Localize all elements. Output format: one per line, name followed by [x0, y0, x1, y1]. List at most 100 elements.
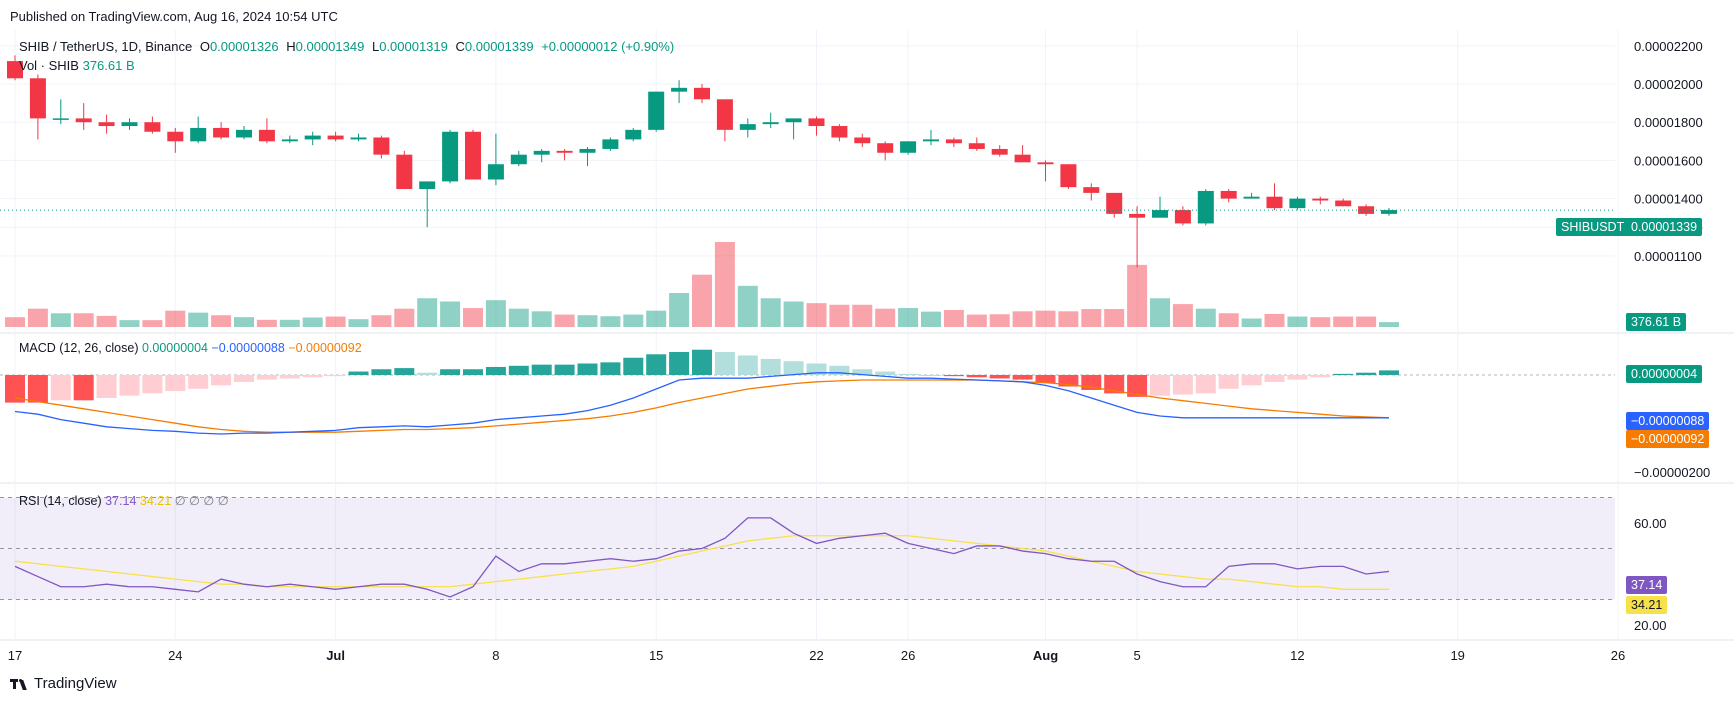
volume-bar — [27, 308, 48, 327]
volume-bar — [119, 320, 140, 327]
macd-histogram-bar — [508, 365, 529, 375]
macd-histogram-bar — [554, 364, 575, 375]
volume-bar — [852, 304, 873, 327]
rsi-line — [14, 517, 1390, 598]
macd-histogram-bar — [737, 355, 758, 375]
candle-body — [1037, 162, 1054, 165]
macd-histogram-bar — [623, 357, 644, 375]
macd-histogram-bar — [783, 361, 804, 375]
volume-value: 376.61 B — [82, 58, 135, 73]
candle-body — [1197, 190, 1214, 224]
published-note: Published on TradingView.com, Aug 16, 20… — [10, 9, 338, 24]
macd-histogram-bar — [806, 363, 827, 375]
macd-histogram-bar — [485, 366, 506, 375]
macd-label[interactable]: MACD (12, 26, close) — [19, 341, 139, 355]
candle-body — [121, 122, 138, 127]
volume-bar — [1379, 322, 1399, 327]
candle-body — [1266, 196, 1283, 209]
volume-bar — [1218, 313, 1239, 327]
tradingview-brand[interactable]: TradingView — [10, 675, 117, 692]
macd-histogram-bar — [1287, 375, 1308, 380]
candle-body — [213, 127, 230, 138]
volume-bar — [142, 320, 163, 327]
candle-body — [281, 139, 298, 142]
time-axis-label: Jul — [326, 648, 345, 663]
macd-histogram-bar — [646, 354, 667, 375]
candle-body — [671, 87, 688, 92]
volume-bar — [623, 314, 644, 327]
candle-body — [1152, 210, 1168, 218]
candle-body — [167, 131, 184, 142]
macd-histogram-bar — [1150, 375, 1170, 396]
macd-histogram-bar — [5, 375, 25, 403]
price-axis-label: 0.00001800 — [1634, 115, 1703, 130]
time-axis-label: 12 — [1290, 648, 1304, 663]
macd-histogram-bar — [119, 375, 140, 396]
price-axis-label: 0.00002200 — [1634, 39, 1703, 54]
candle-body — [1358, 206, 1375, 214]
candle-body — [1220, 190, 1237, 199]
macd-histogram-bar — [1333, 373, 1354, 375]
rsi-ma-tag: 34.21 — [1626, 596, 1668, 614]
macd-layer — [0, 349, 1615, 435]
candle-body — [968, 143, 985, 149]
macd-histogram-bar — [1379, 370, 1399, 375]
volume-bar — [440, 301, 461, 327]
macd-histogram-bar — [211, 375, 232, 386]
macd-histogram-bar — [1264, 375, 1285, 382]
macd-histogram-bar — [875, 371, 896, 375]
macd-histogram-bar — [302, 375, 323, 378]
macd-histogram-bar — [669, 352, 690, 375]
volume-bar — [737, 285, 758, 327]
candle-body — [144, 122, 161, 132]
time-axis-label: 22 — [809, 648, 823, 663]
volume-bar — [1241, 318, 1262, 327]
macd-legend: MACD (12, 26, close) 0.00000004 −0.00000… — [19, 341, 362, 355]
volume-label[interactable]: Vol · SHIB — [19, 58, 79, 73]
time-axis-label: 26 — [901, 648, 915, 663]
signal-tag: −0.00000092 — [1626, 430, 1710, 448]
volume-bar — [508, 308, 529, 327]
candle-body — [533, 150, 550, 155]
candle-body — [877, 143, 894, 153]
grid-layer — [0, 30, 1734, 641]
volume-bar — [371, 315, 392, 327]
volume-layer — [5, 242, 1399, 327]
candle-body — [648, 91, 665, 130]
macd-histogram-bar — [188, 375, 209, 389]
macd-histogram-bar — [760, 358, 781, 375]
candle-body — [945, 139, 962, 144]
candle-body — [1014, 154, 1031, 163]
time-axis-label: 8 — [492, 648, 499, 663]
macd-histogram-bar — [989, 375, 1010, 379]
macd-histogram-bar — [1356, 372, 1377, 375]
candle-layer — [0, 55, 1615, 268]
macd-value: −0.00000088 — [211, 341, 285, 355]
candle-body — [98, 122, 115, 127]
candle-body — [831, 126, 848, 138]
volume-bar — [1127, 264, 1148, 327]
candle-body — [808, 118, 825, 127]
close-label: C0.00001339 — [455, 39, 534, 54]
price-axis-label: 0.00001400 — [1634, 192, 1703, 207]
macd-line — [14, 372, 1389, 435]
volume-bar — [898, 308, 919, 327]
volume-bar — [875, 308, 896, 327]
symbol-label[interactable]: SHIB / TetherUS, 1D, Binance — [19, 39, 193, 54]
volume-bar — [302, 317, 323, 327]
macd-histogram-bar — [1104, 375, 1125, 394]
macd-histogram-bar — [279, 375, 300, 379]
macd-histogram-bar — [463, 369, 483, 375]
candle-body — [1381, 210, 1397, 214]
macd-histogram-bar — [440, 369, 461, 375]
macd-histogram-bar — [142, 375, 163, 394]
macd-signal-value: −0.00000092 — [288, 341, 362, 355]
volume-bar — [165, 310, 186, 327]
rsi-label[interactable]: RSI (14, close) — [19, 494, 102, 508]
volume-bar — [325, 316, 346, 327]
macd-histogram-bar — [1241, 375, 1262, 386]
candle-body — [579, 148, 596, 153]
macd-signal-line — [14, 379, 1390, 433]
volume-bar — [692, 274, 712, 327]
